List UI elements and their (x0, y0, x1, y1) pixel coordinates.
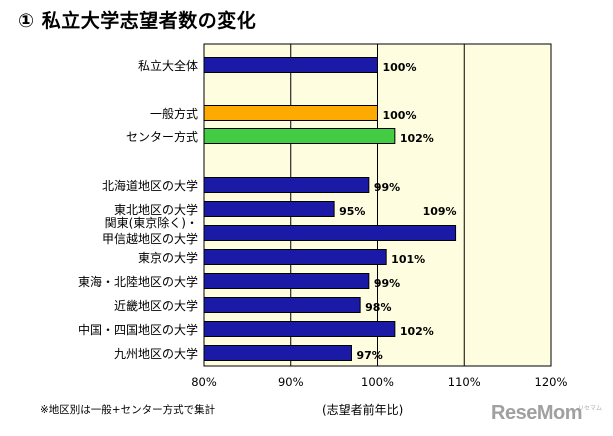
bar (203, 105, 378, 121)
bar (203, 201, 335, 217)
category-label: 一般方式 (150, 106, 198, 121)
bar (203, 249, 387, 265)
x-tick-label: 80% (191, 375, 217, 389)
category-label: 中国・四国地区の大学 (78, 322, 198, 337)
category-label: 近畿地区の大学 (114, 298, 198, 313)
data-label: 95% (339, 205, 365, 218)
data-label: 100% (383, 61, 417, 74)
bar (203, 273, 370, 289)
category-label: 甲信越地区の大学 (102, 231, 198, 246)
data-label: 102% (400, 325, 434, 338)
category-label: 関東(東京除く)・ (105, 215, 198, 230)
resemom-logo: ReseMom (491, 402, 582, 424)
category-label: 九州地区の大学 (114, 346, 198, 361)
footnote: ※地区別は一般+センター方式で集計 (40, 404, 216, 416)
category-label: 東京の大学 (138, 250, 198, 265)
bar (203, 297, 361, 313)
data-label: 109% (423, 205, 457, 218)
bar (203, 345, 352, 361)
data-label: 98% (365, 301, 391, 314)
data-label: 97% (356, 349, 382, 362)
category-label: 東北地区の大学 (114, 202, 198, 217)
x-tick-label: 120% (535, 375, 568, 389)
data-label: 99% (374, 277, 400, 290)
x-tick-label: 90% (278, 375, 304, 389)
bar (203, 225, 457, 241)
x-axis-title: (志望者前年比) (322, 403, 404, 417)
category-label: 東海・北陸地区の大学 (78, 274, 198, 289)
bar (203, 57, 378, 73)
bar (203, 128, 396, 144)
resemom-logo-sub: リセマム (578, 405, 603, 412)
data-label: 102% (400, 132, 434, 145)
x-tick-label: 110% (448, 375, 481, 389)
category-label: 私立大全体 (138, 58, 198, 73)
category-label: センター方式 (126, 129, 198, 144)
x-tick-label: 100% (361, 375, 394, 389)
category-label: 北海道地区の大学 (102, 178, 198, 193)
data-label: 100% (383, 109, 417, 122)
bar (203, 321, 396, 337)
bar (203, 177, 370, 193)
data-label: 99% (374, 181, 400, 194)
data-label: 101% (391, 253, 425, 266)
chart-title: ① 私立大学志望者数の変化 (18, 10, 257, 32)
